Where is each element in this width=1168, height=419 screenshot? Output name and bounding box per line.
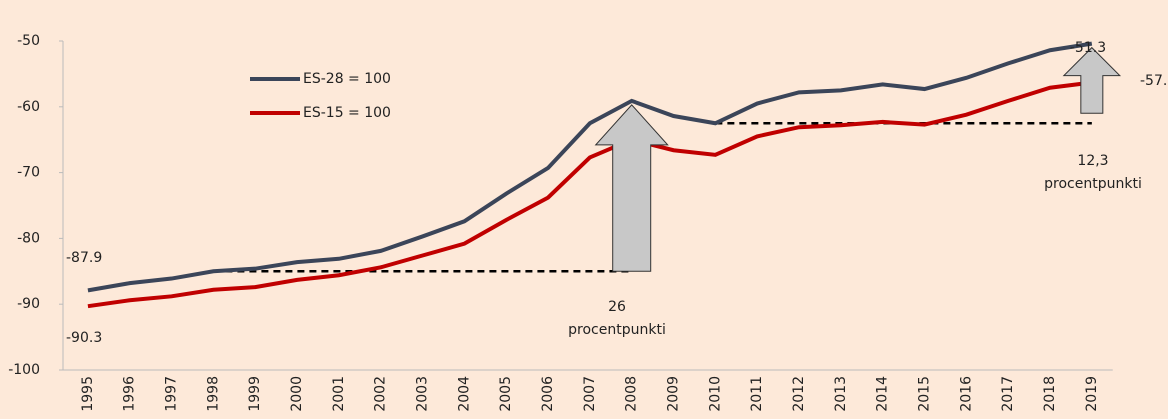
block-arrow bbox=[1062, 46, 1122, 114]
x-tick-label: 2009 bbox=[666, 376, 682, 412]
x-tick-label: 1999 bbox=[247, 376, 263, 412]
x-tick-label: 2012 bbox=[791, 376, 807, 412]
x-tick-label: 2019 bbox=[1084, 376, 1100, 412]
x-tick-label: 2000 bbox=[289, 376, 305, 412]
y-tick-label: -100 bbox=[8, 362, 40, 378]
x-tick-label: 2007 bbox=[582, 376, 598, 412]
annotation: 26 bbox=[608, 299, 626, 315]
x-tick-label: 2008 bbox=[624, 376, 640, 412]
x-tick-label: 2016 bbox=[958, 376, 974, 412]
x-tick-label: 1996 bbox=[122, 376, 138, 412]
annotation: procentpunkti bbox=[1044, 176, 1142, 192]
y-tick-label: -70 bbox=[17, 165, 40, 181]
x-tick-label: 2002 bbox=[373, 376, 389, 412]
x-tick-label: 2011 bbox=[749, 376, 765, 412]
annotation: -57.1 bbox=[1140, 73, 1168, 89]
legend-label: ES-15 = 100 bbox=[303, 105, 391, 121]
annotation: 12,3 bbox=[1077, 153, 1108, 169]
legend-label: ES-28 = 100 bbox=[303, 71, 391, 87]
x-tick-label: 2006 bbox=[540, 376, 556, 412]
y-tick-label: -50 bbox=[17, 33, 40, 49]
line-series bbox=[87, 41, 1093, 293]
x-tick-label: 2014 bbox=[875, 376, 891, 412]
annotation: -87.9 bbox=[66, 250, 102, 266]
x-tick-label: 2018 bbox=[1042, 376, 1058, 412]
x-tick-label: 1995 bbox=[80, 376, 96, 412]
block-arrow bbox=[594, 104, 669, 272]
annotation: procentpunkti bbox=[568, 322, 666, 338]
y-tick-label: -80 bbox=[17, 230, 40, 246]
x-tick-label: 2004 bbox=[456, 376, 472, 412]
x-tick-label: 2003 bbox=[415, 376, 431, 412]
annotation: -51.3 bbox=[1070, 40, 1106, 56]
y-tick-label: -90 bbox=[17, 296, 40, 312]
x-tick-label: 1998 bbox=[205, 376, 221, 412]
x-tick-label: 2013 bbox=[833, 376, 849, 412]
annotation: -90.3 bbox=[66, 330, 102, 346]
x-tick-label: 2017 bbox=[1000, 376, 1016, 412]
x-tick-label: 2015 bbox=[917, 376, 933, 412]
x-tick-label: 2005 bbox=[498, 376, 514, 412]
y-tick-label: -60 bbox=[17, 99, 40, 115]
line-series bbox=[87, 80, 1093, 309]
x-tick-label: 1997 bbox=[164, 376, 180, 412]
x-tick-label: 2001 bbox=[331, 376, 347, 412]
x-tick-label: 2010 bbox=[707, 376, 723, 412]
